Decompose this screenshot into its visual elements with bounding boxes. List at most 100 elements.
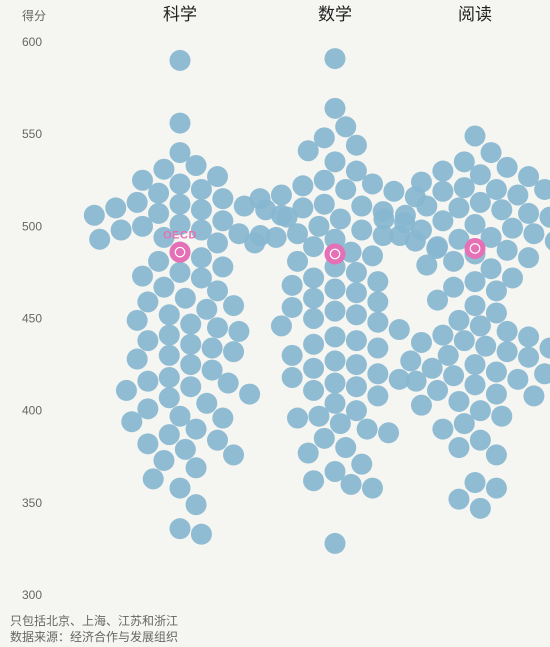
data-point [346,354,367,375]
oecd-point-inner-reading [470,244,479,253]
data-point [497,341,518,362]
data-point [325,151,346,172]
data-point [159,424,180,445]
data-point [390,225,411,246]
column-title-math: 数学 [318,5,352,24]
data-point [111,220,132,241]
data-point [416,255,437,276]
data-point [351,454,372,475]
data-point [148,183,169,204]
pisa-beeswarm-chart: 得分300350400450500550600科学数学阅读OECD只包括北京、上… [0,0,550,647]
data-point [89,229,110,250]
data-point [346,282,367,303]
data-point [432,419,453,440]
data-point [367,337,388,358]
data-point [314,170,335,191]
data-point [223,295,244,316]
data-point [180,354,201,375]
data-point [325,373,346,394]
data-point [148,251,169,272]
data-point [470,498,491,519]
data-point [491,406,512,427]
data-point [507,369,528,390]
data-point [153,277,174,298]
data-point [465,126,486,147]
data-point [400,350,421,371]
data-point [432,161,453,182]
y-tick-label: 500 [22,219,42,233]
data-point [465,354,486,375]
data-point [411,395,432,416]
data-point [170,173,191,194]
data-point [308,406,329,427]
data-point [470,315,491,336]
data-point [411,172,432,193]
data-point [314,428,335,449]
data-point [335,116,356,137]
data-point [121,411,142,432]
data-point [186,155,207,176]
data-point [411,220,432,241]
data-point [180,314,201,335]
data-point [170,194,191,215]
data-point [303,308,324,329]
data-point [346,330,367,351]
data-point [212,408,233,429]
data-point [159,345,180,366]
data-point [486,280,507,301]
data-point [143,468,164,489]
data-point [432,181,453,202]
data-point [180,376,201,397]
data-point [427,380,448,401]
data-point [518,347,539,368]
y-tick-label: 350 [22,496,42,510]
data-point [357,419,378,440]
footnote-source: 数据来源：经济合作与发展组织 [10,629,178,644]
data-point [153,450,174,471]
data-point [116,380,137,401]
y-tick-label: 600 [22,35,42,49]
data-point [325,350,346,371]
data-point [448,391,469,412]
y-tick-label: 550 [22,127,42,141]
data-point [335,179,356,200]
data-point [325,98,346,119]
footnote-scope: 只包括北京、上海、江苏和浙江 [10,613,178,628]
data-point [207,430,228,451]
data-point [346,135,367,156]
data-point [132,216,153,237]
data-point [292,197,313,218]
data-point [292,175,313,196]
data-point [362,478,383,499]
data-point [137,433,158,454]
data-point [486,361,507,382]
data-point [443,251,464,272]
data-point [127,192,148,213]
data-point [416,196,437,217]
data-point [303,334,324,355]
data-point [159,325,180,346]
column-title-science: 科学 [163,5,197,24]
data-point [362,245,383,266]
data-point [539,207,550,228]
data-point [180,334,201,355]
data-point [325,326,346,347]
data-point [427,236,448,257]
data-point [389,319,410,340]
data-point [282,345,303,366]
data-point [314,194,335,215]
data-point [523,223,544,244]
data-point [383,181,404,202]
data-point [539,337,550,358]
data-point [303,267,324,288]
data-point [367,291,388,312]
data-point [367,363,388,384]
data-point [132,266,153,287]
data-point [545,231,550,252]
data-point [207,280,228,301]
data-point [470,192,491,213]
data-point [518,247,539,268]
data-point [502,218,523,239]
data-point [481,142,502,163]
data-point [84,205,105,226]
